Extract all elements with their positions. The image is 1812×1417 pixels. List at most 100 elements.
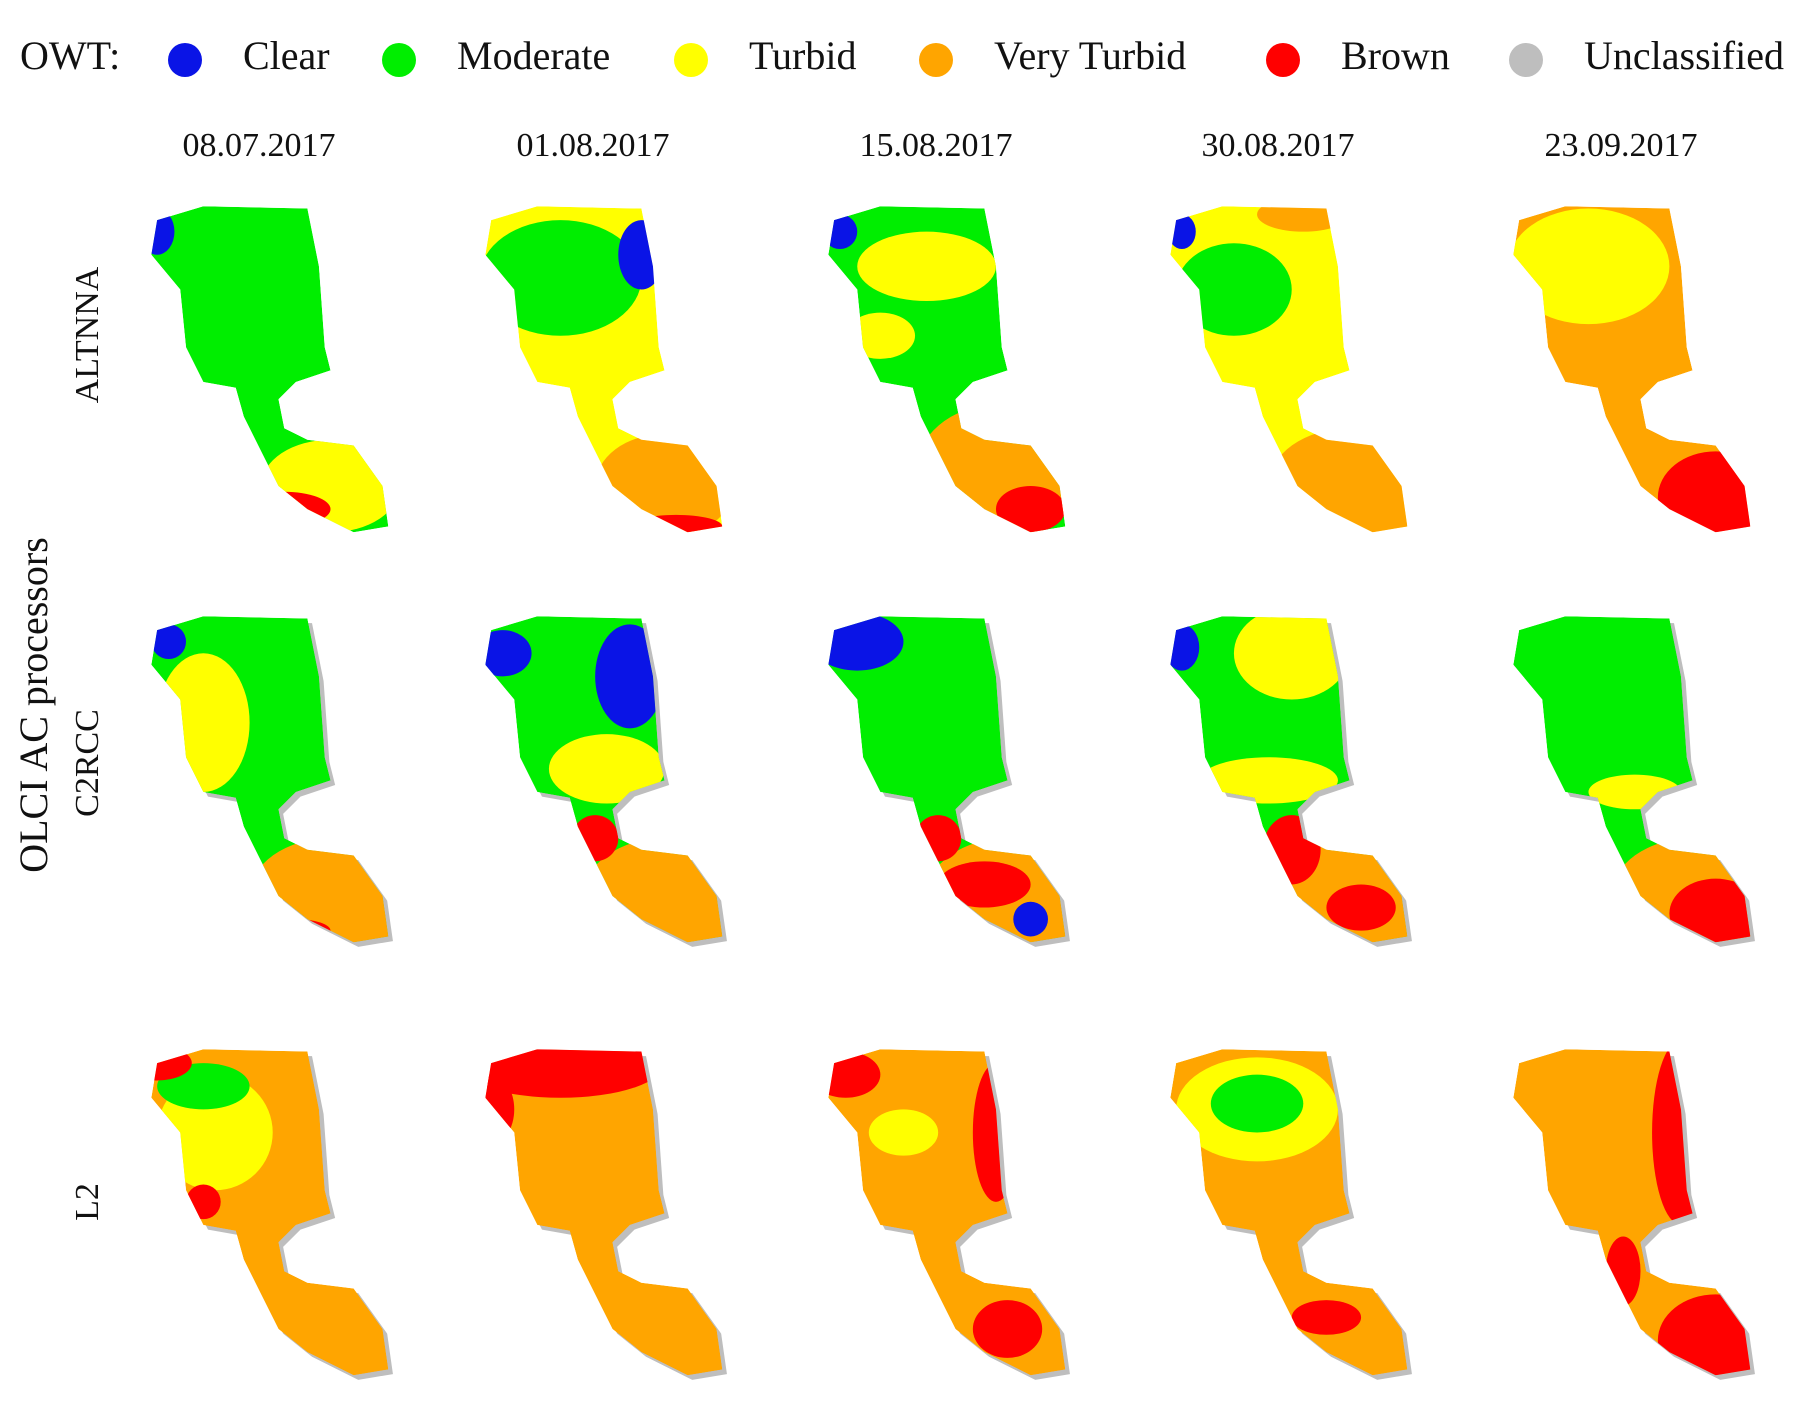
map-patch — [972, 1063, 1020, 1202]
map-patch — [1262, 815, 1321, 885]
legend-label: Moderate — [457, 33, 610, 78]
map-patch — [1170, 624, 1200, 671]
map-patch — [629, 514, 723, 533]
map-panel — [1513, 206, 1751, 533]
map-body — [151, 616, 389, 943]
map-patch — [828, 1051, 881, 1098]
map-body — [1170, 1049, 1408, 1376]
map-patch — [1605, 1236, 1641, 1306]
map-panel — [1513, 1049, 1755, 1380]
map-patch — [1176, 243, 1292, 336]
map-body — [1170, 616, 1408, 943]
map-patch — [157, 653, 250, 792]
map-panel — [485, 616, 727, 947]
map-patch — [972, 1300, 1043, 1358]
map-patch — [618, 220, 665, 290]
row-label: ALTNNA — [69, 266, 106, 403]
map-panel — [1513, 616, 1755, 947]
map-patch — [548, 734, 665, 804]
map-body — [151, 1049, 389, 1376]
map-patch — [857, 231, 996, 302]
column-date: 30.08.2017 — [1202, 127, 1355, 164]
map-patch — [1268, 428, 1408, 533]
map-patch — [485, 220, 642, 336]
map-patch — [1199, 757, 1338, 804]
map-patch — [261, 919, 331, 943]
map-panel — [828, 206, 1066, 533]
map-patch — [261, 439, 389, 533]
map-patch — [1210, 1074, 1304, 1133]
map-patch — [1257, 206, 1350, 232]
map-patch — [1326, 884, 1396, 931]
row-label: L2 — [69, 1183, 106, 1221]
map-patch — [915, 815, 962, 862]
map-patch — [151, 208, 175, 255]
map-panel — [151, 1049, 393, 1380]
map-patch — [572, 815, 619, 862]
column-date: 15.08.2017 — [860, 127, 1013, 164]
map-panel — [828, 616, 1070, 947]
legend-swatch — [1509, 43, 1543, 77]
map-patch — [1657, 1294, 1751, 1376]
map-patch — [151, 624, 187, 660]
map-panel — [151, 616, 393, 947]
map-panel — [485, 1049, 727, 1380]
legend-swatch — [919, 43, 953, 77]
map-patch — [238, 491, 331, 527]
map-body — [485, 206, 723, 533]
legend-label: Turbid — [749, 33, 856, 78]
map-body — [485, 1049, 723, 1376]
legend-label: Unclassified — [1584, 33, 1784, 78]
map-patch — [485, 1074, 515, 1145]
map-patch — [1669, 878, 1751, 943]
map-patch — [868, 1109, 939, 1156]
map-body — [1513, 616, 1751, 943]
map-base — [1513, 1049, 1751, 1376]
map-body — [1513, 206, 1751, 533]
map-patch — [845, 312, 916, 359]
map-body — [151, 206, 389, 533]
map-panel — [1170, 1049, 1412, 1380]
column-date: 08.07.2017 — [183, 127, 336, 164]
map-panel — [485, 206, 723, 533]
map-patch — [1233, 616, 1350, 700]
map-panel — [1170, 206, 1408, 533]
legend-swatch — [382, 43, 416, 77]
map-patch — [1513, 208, 1670, 325]
map-patch — [186, 1184, 221, 1220]
map-patch — [1013, 901, 1048, 937]
row-label: C2RCC — [69, 709, 106, 817]
map-patch — [151, 1049, 192, 1081]
map-patch — [828, 214, 858, 250]
map-base — [485, 1049, 723, 1376]
legend-swatch — [168, 43, 202, 77]
map-patch — [485, 630, 532, 677]
legend-label: Brown — [1341, 33, 1450, 78]
legend-title: OWT: — [20, 33, 120, 78]
legend-swatch — [1266, 43, 1300, 77]
map-panel — [1170, 616, 1412, 947]
map-patch — [249, 838, 389, 943]
row-axis-label: OLCI AC processors — [11, 537, 56, 873]
map-body — [828, 1049, 1066, 1376]
map-body — [485, 616, 723, 943]
map-patch — [828, 616, 904, 671]
map-patch — [1170, 214, 1196, 250]
map-body — [828, 616, 1066, 943]
column-date: 01.08.2017 — [517, 127, 670, 164]
map-patch — [595, 624, 665, 729]
map-body — [1170, 206, 1408, 533]
map-patch — [485, 1049, 665, 1098]
map-patch — [1657, 451, 1751, 533]
column-date: 23.09.2017 — [1545, 127, 1698, 164]
legend-label: Clear — [243, 33, 330, 78]
map-patch — [1291, 1300, 1362, 1335]
map-panel — [828, 1049, 1070, 1380]
map-patch — [938, 861, 1031, 908]
map-body — [828, 206, 1066, 533]
map-body — [1513, 1049, 1751, 1376]
map-panel — [151, 206, 389, 533]
legend-label: Very Turbid — [994, 33, 1186, 78]
